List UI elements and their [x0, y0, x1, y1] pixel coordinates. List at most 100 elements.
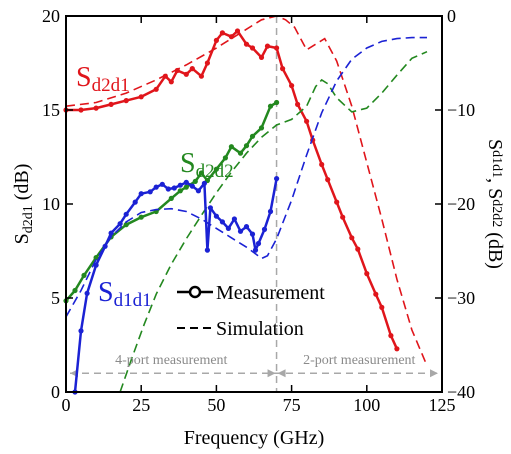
measurement-point-d1d1 [84, 290, 90, 296]
measurement-point-d2d1 [304, 118, 310, 124]
measurement-point-d2d1 [289, 83, 295, 89]
x-axis-title: Frequency (GHz) [184, 427, 325, 449]
legend: Measurement Simulation [177, 282, 325, 340]
measurement-point-d2d1 [334, 199, 340, 205]
measurement-point-d2d2 [192, 178, 198, 184]
y-right-title-main1: S [484, 139, 506, 150]
measurement-point-d2d1 [340, 214, 346, 220]
measurement-point-d1d1 [249, 231, 256, 237]
legend-simulation-label: Simulation [216, 318, 304, 340]
measurement-point-d2d1 [364, 271, 370, 277]
measurement-point-d2d2 [168, 195, 174, 201]
measurement-point-d2d1 [319, 161, 325, 168]
measurement-point-d1d1 [183, 179, 189, 185]
y-right-title-sub2: d2d2 [489, 199, 504, 227]
measurement-point-d2d2 [228, 144, 234, 150]
measurement-point-d2d1 [280, 66, 286, 72]
annotation-4-port: 4-port measurement [115, 353, 227, 368]
measurement-point-d1d1 [243, 224, 250, 230]
measurement-point-d2d1 [204, 60, 210, 66]
measurement-point-d1d1 [132, 199, 138, 205]
measurement-point-d2d1 [228, 34, 234, 40]
measurement-point-d2d1 [219, 30, 225, 36]
series-label-sd2d2-main: S [180, 148, 196, 179]
measurement-point-d2d1 [198, 73, 204, 79]
measurement-point-d2d1 [123, 98, 129, 104]
measurement-point-d2d2 [72, 287, 78, 294]
series-label-sd2d1-main: S [76, 62, 92, 93]
measurement-point-d1d1 [255, 240, 262, 247]
arrowhead-right [430, 369, 438, 378]
measurement-point-d1d1 [195, 188, 201, 194]
measurement-point-d1d1 [204, 247, 210, 253]
y-right-tick-label: −40 [447, 382, 475, 402]
legend-measurement-marker [188, 285, 202, 299]
x-tick-label: 125 [429, 395, 456, 415]
measurement-point-d2d2 [243, 143, 250, 149]
measurement-point-d2d1 [93, 105, 99, 111]
measurement-point-d1d1 [117, 221, 123, 227]
measurement-point-d2d2 [267, 103, 274, 109]
measurement-point-d1d1 [213, 213, 219, 219]
y-right-tick-label: −30 [447, 288, 475, 308]
measurement-point-d1d1 [78, 328, 84, 334]
measurement-point-d2d1 [373, 291, 379, 297]
simulation-line-d1d1 [65, 36, 427, 318]
series-label-sd1d1-main: S [98, 277, 114, 308]
measurement-point-d2d2 [222, 155, 228, 161]
measurement-point-d2d1 [325, 177, 331, 183]
measurement-point-d2d2 [198, 170, 204, 176]
measurement-point-d2d2 [183, 184, 189, 190]
measurement-point-d2d1 [162, 73, 168, 79]
measurement-point-d1d1 [159, 181, 165, 187]
series-layer [63, 15, 428, 395]
y-left-title-sub: d2d1 [21, 205, 36, 233]
measurement-point-d2d2 [237, 150, 244, 156]
measurement-point-d2d1 [355, 246, 361, 252]
measurement-point-d2d1 [264, 43, 271, 49]
measurement-point-d1d1 [219, 219, 225, 225]
measurement-point-d1d1 [207, 205, 213, 211]
measurement-point-d2d1 [349, 235, 355, 241]
measurement-point-d1d1 [102, 243, 108, 249]
measurement-point-d2d1 [243, 41, 250, 47]
measurement-point-d2d1 [388, 333, 394, 339]
x-tick-label: 25 [132, 395, 150, 415]
measurement-point-d2d1 [153, 86, 159, 92]
measurement-point-d1d1 [261, 226, 268, 232]
measurement-point-d1d1 [138, 191, 144, 197]
measurement-point-d2d2 [123, 222, 129, 228]
measurement-point-d1d1 [93, 262, 99, 268]
measurement-point-d1d1 [252, 247, 259, 253]
measurement-point-d2d1 [379, 304, 385, 310]
measurement-point-d2d1 [234, 28, 241, 34]
measurement-point-d1d1 [237, 228, 244, 234]
y-axis-left-title: Sd2d1 (dB) [11, 164, 36, 245]
y-left-title-main: S [11, 233, 33, 244]
y-left-tick-label: 10 [42, 194, 60, 214]
ticks-layer: 0 25 50 75 100 125 0 5 10 15 20 −40 −30 −20 −10 0 [42, 6, 475, 415]
measurement-point-d1d1 [153, 184, 159, 190]
measurement-point-d2d1 [108, 101, 114, 107]
arrowhead-mid-left [267, 369, 276, 378]
simulation-line-d2d1 [65, 15, 428, 367]
measurement-point-d2d2 [274, 99, 280, 106]
measurement-point-d1d1 [274, 176, 280, 182]
y-left-tick-label: 20 [42, 6, 60, 26]
x-tick-label: 75 [283, 395, 301, 415]
series-label-sd2d1-sub: d2d1 [92, 75, 130, 96]
measurement-line-d1d1 [73, 178, 278, 393]
y-left-tick-label: 5 [51, 288, 60, 308]
measurement-point-d1d1 [123, 211, 129, 217]
measurement-point-d2d2 [258, 125, 265, 131]
measurement-point-d2d2 [177, 188, 183, 194]
measurement-point-d1d1 [231, 216, 237, 222]
y-right-tick-label: 0 [447, 6, 456, 26]
measurement-point-d2d2 [93, 255, 99, 261]
measurement-point-d1d1 [108, 230, 114, 236]
legend-measurement-label: Measurement [216, 282, 325, 304]
measurement-point-d1d1 [177, 182, 183, 188]
measurement-point-d1d1 [165, 186, 171, 192]
series-label-sd2d1: Sd2d1 [76, 62, 130, 96]
